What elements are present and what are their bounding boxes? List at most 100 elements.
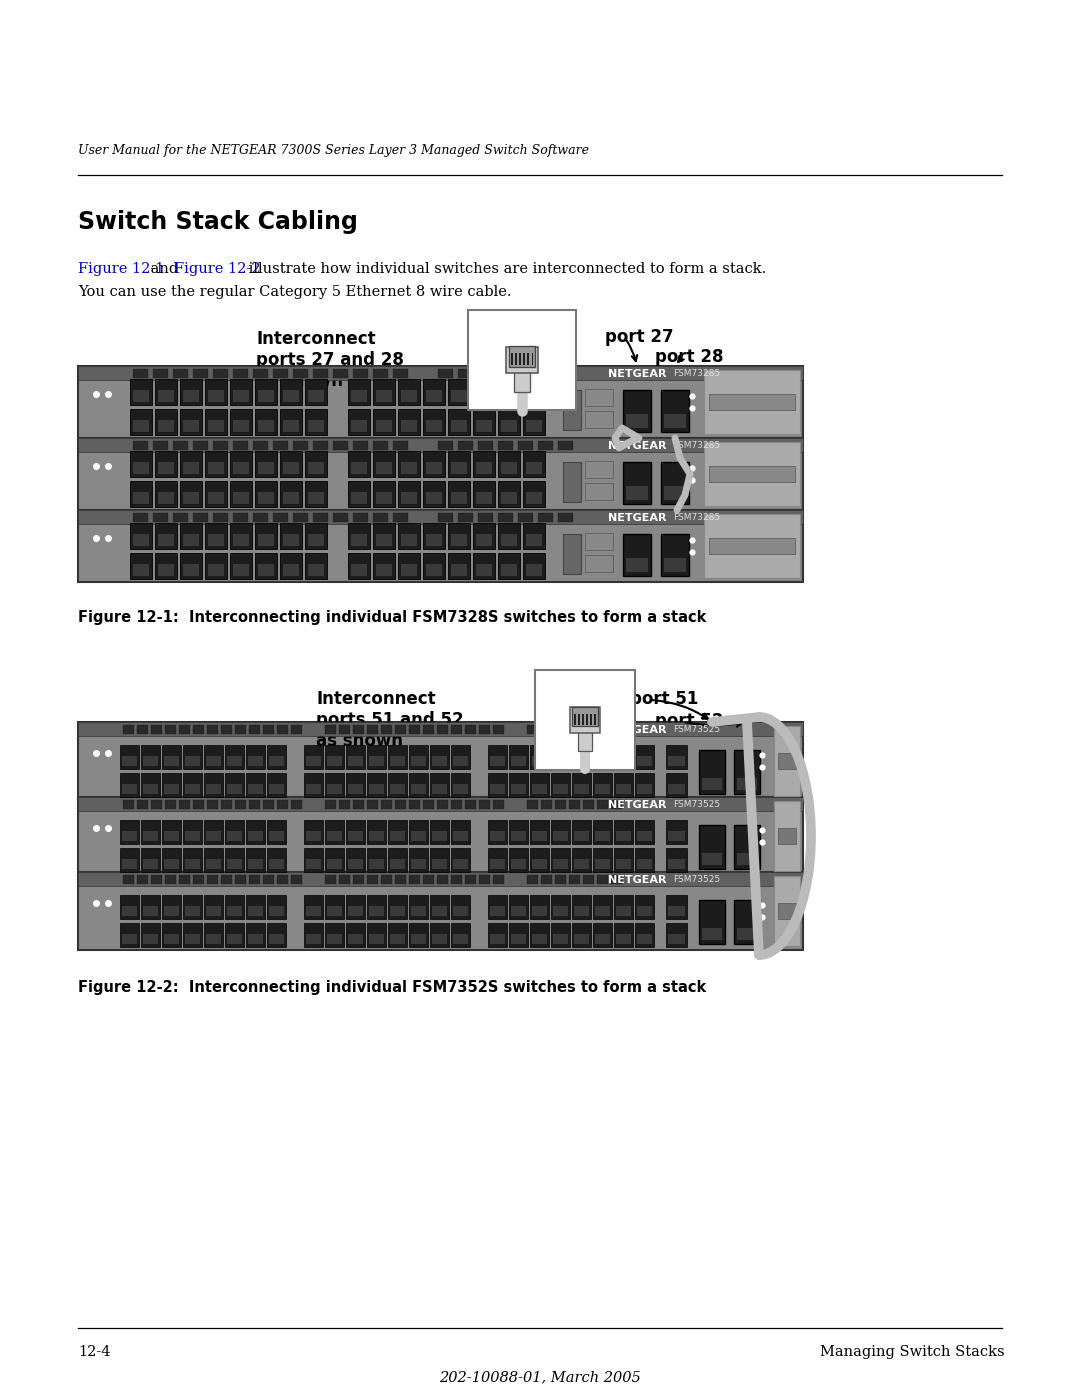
Bar [133, 564, 149, 576]
Bar [280, 481, 302, 507]
Text: You can use the regular Category 5 Ethernet 8 wire cable.: You can use the regular Category 5 Ether… [78, 285, 512, 299]
Bar [327, 784, 342, 793]
Bar [551, 895, 570, 919]
Bar [527, 353, 529, 365]
Bar [518, 369, 534, 379]
Bar [448, 451, 470, 476]
Bar [511, 831, 526, 841]
Bar [661, 390, 689, 432]
Bar [193, 725, 204, 733]
Bar [78, 798, 804, 875]
Bar [595, 784, 610, 793]
Bar [273, 513, 288, 522]
Bar [737, 854, 757, 865]
Text: NETGEAR: NETGEAR [608, 800, 666, 810]
Bar [448, 379, 470, 405]
Bar [569, 725, 580, 733]
Bar [141, 848, 160, 872]
Bar [593, 745, 612, 768]
Bar [409, 745, 428, 768]
Bar [573, 831, 589, 841]
Bar [615, 745, 633, 768]
Bar [451, 492, 467, 504]
Bar [183, 745, 202, 768]
Bar [325, 848, 345, 872]
Text: Figure 12-2:  Interconnecting individual FSM7352S switches to form a stack: Figure 12-2: Interconnecting individual … [78, 981, 706, 995]
Bar [511, 859, 526, 869]
Bar [269, 756, 284, 766]
Bar [246, 745, 265, 768]
Bar [180, 451, 202, 476]
Bar [666, 820, 687, 844]
Bar [204, 895, 222, 919]
Bar [327, 935, 342, 944]
Bar [473, 481, 495, 507]
Bar [423, 800, 434, 809]
Bar [351, 564, 367, 576]
Bar [193, 800, 204, 809]
Bar [179, 800, 190, 809]
Bar [453, 907, 468, 916]
Bar [451, 895, 470, 919]
Text: FSM73285: FSM73285 [673, 513, 720, 522]
Bar [699, 900, 725, 944]
Bar [593, 773, 612, 798]
Bar [373, 481, 395, 507]
Bar [78, 510, 804, 583]
Bar [158, 564, 174, 576]
Bar [283, 534, 299, 546]
Bar [704, 370, 800, 434]
Bar [185, 859, 200, 869]
Bar [399, 451, 420, 476]
Bar [737, 778, 757, 789]
Bar [448, 553, 470, 578]
Bar [538, 369, 553, 379]
Bar [488, 820, 507, 844]
Bar [204, 848, 222, 872]
Bar [458, 441, 473, 450]
Bar [230, 451, 252, 476]
Bar [246, 820, 265, 844]
Bar [635, 923, 654, 947]
Bar [616, 907, 631, 916]
Bar [267, 923, 286, 947]
Bar [369, 756, 384, 766]
Bar [465, 875, 476, 884]
Bar [438, 441, 453, 450]
Bar [523, 451, 545, 476]
Bar [453, 859, 468, 869]
Bar [269, 907, 284, 916]
Bar [305, 522, 327, 549]
Bar [162, 820, 181, 844]
Bar [426, 534, 442, 546]
Bar [430, 745, 449, 768]
Bar [411, 756, 426, 766]
Bar [492, 725, 504, 733]
Bar [348, 409, 370, 434]
Bar [173, 369, 188, 379]
Bar [205, 553, 227, 578]
Bar [183, 820, 202, 844]
Bar [492, 875, 504, 884]
Bar [156, 379, 177, 405]
Bar [563, 462, 581, 502]
Bar [527, 875, 538, 884]
Bar [348, 553, 370, 578]
Text: NETGEAR: NETGEAR [608, 875, 666, 886]
Bar [162, 773, 181, 798]
Bar [133, 420, 149, 432]
Bar [669, 784, 685, 793]
Bar [390, 831, 405, 841]
Bar [367, 875, 378, 884]
Bar [376, 492, 392, 504]
Bar [661, 534, 689, 576]
Bar [488, 895, 507, 919]
Bar [626, 557, 648, 571]
Bar [162, 745, 181, 768]
Bar [669, 935, 685, 944]
Bar [437, 875, 448, 884]
Bar [498, 513, 513, 522]
Bar [395, 800, 406, 809]
Bar [283, 462, 299, 474]
Bar [258, 564, 274, 576]
